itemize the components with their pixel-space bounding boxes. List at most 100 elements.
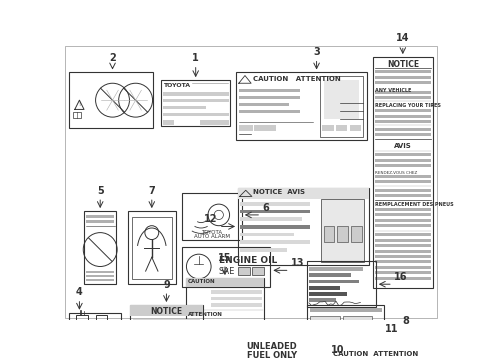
Bar [238,188,369,199]
Text: 13: 13 [291,258,305,268]
Bar [375,266,431,269]
Bar [132,217,172,279]
Bar [375,239,431,242]
Text: 11: 11 [385,324,398,334]
Bar [133,319,200,324]
Text: 7: 7 [148,186,155,195]
Bar [163,120,174,125]
Bar [324,80,359,119]
Bar [321,199,364,262]
Bar [240,233,294,237]
Bar [69,313,121,348]
Bar [322,125,334,131]
Bar [375,180,431,183]
Bar [239,110,300,113]
Bar [239,125,253,131]
Bar [310,348,382,350]
Bar [239,103,289,106]
Bar [72,320,118,341]
Text: SAE: SAE [219,267,235,276]
Bar [350,125,361,131]
Bar [239,89,300,93]
Bar [163,106,206,109]
Bar [163,113,229,116]
Text: 3: 3 [313,47,320,57]
Bar [86,271,114,274]
Bar [375,109,431,112]
Bar [222,120,229,125]
Text: ENGINE OIL: ENGINE OIL [219,256,277,265]
Bar [375,224,431,227]
Bar [76,315,88,320]
Text: 12: 12 [204,214,217,224]
Bar [375,255,431,258]
Bar [239,96,300,99]
Bar [375,81,431,84]
Bar [375,159,431,162]
Text: !: ! [78,102,80,107]
Text: FUEL ONLY: FUEL ONLY [247,351,297,360]
Bar [309,274,351,277]
Text: RENDEZ-VOUS CHEZ: RENDEZ-VOUS CHEZ [375,171,417,175]
Text: UNLEADED: UNLEADED [246,342,297,351]
Bar [252,267,264,275]
Bar [309,292,347,296]
Text: 5: 5 [97,186,103,195]
Bar [128,211,175,284]
Bar [211,297,262,300]
Bar [375,76,431,78]
Bar [375,96,431,99]
Text: 15: 15 [218,253,232,263]
Bar [240,202,310,206]
Bar [133,327,175,333]
Text: CAUTION: CAUTION [188,279,216,284]
Bar [309,286,340,289]
Bar [375,271,431,274]
Bar [309,298,336,302]
Bar [84,211,117,284]
Bar [161,80,230,126]
Bar [375,219,431,222]
Bar [74,112,81,118]
Bar [86,275,114,277]
Text: 6: 6 [263,203,270,213]
Text: AUTO ALARM: AUTO ALARM [194,234,230,239]
Bar [86,279,114,281]
Bar [182,247,270,287]
Bar [199,120,226,125]
Text: REMPLACEMENT DES PNEUS: REMPLACEMENT DES PNEUS [375,202,454,207]
Bar [375,244,431,247]
Bar [375,208,431,211]
Text: ATTENTION: ATTENTION [188,312,223,317]
Bar [215,325,264,328]
Text: NOTICE: NOTICE [387,60,419,69]
Bar [310,308,382,312]
Text: 4: 4 [76,287,83,297]
Bar [240,248,287,252]
Bar [351,226,362,242]
Bar [375,213,431,216]
Bar [375,260,431,264]
Bar [336,125,347,131]
Text: 1: 1 [192,53,199,63]
Bar [240,210,310,213]
Text: CAUTION  ATTENTION: CAUTION ATTENTION [333,351,418,357]
Bar [240,217,302,221]
Bar [247,334,313,360]
Text: ANY VEHICLE: ANY VEHICLE [375,88,412,93]
Bar [375,91,431,94]
Bar [375,153,431,156]
Bar [309,267,363,271]
Text: NOTICE: NOTICE [150,306,182,315]
Bar [375,164,431,167]
Bar [72,342,118,343]
Bar [130,305,203,345]
Bar [375,133,431,136]
Bar [375,249,431,253]
Bar [72,345,118,347]
Bar [96,315,107,320]
Text: TOYOTA: TOYOTA [201,230,222,235]
Text: 10: 10 [331,345,344,355]
Bar [375,128,431,131]
Bar [211,303,262,306]
